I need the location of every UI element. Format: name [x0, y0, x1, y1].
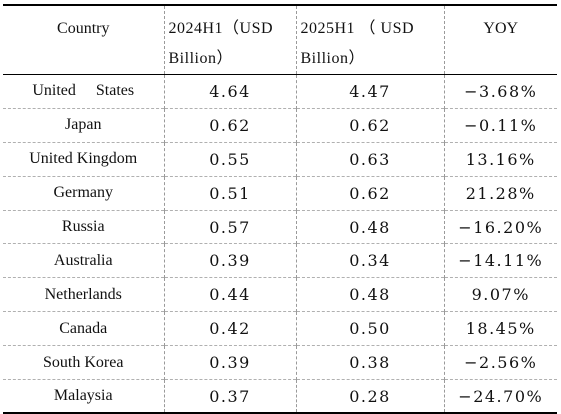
table-row: Australia 0.39 0.34 −14.11%: [3, 243, 557, 278]
table-row: Russia 0.57 0.48 −16.20%: [3, 209, 557, 244]
cell-2024h1: 0.39: [163, 243, 296, 278]
table-row: Canada 0.42 0.50 18.45%: [3, 311, 557, 346]
cell-2025h1: 0.62: [295, 107, 444, 143]
header-yoy: YOY: [443, 4, 557, 75]
table-body: United States 4.64 4.47 −3.68% Japan 0.62 0.62…: [3, 74, 557, 414]
header-row: Country 2024H1（USD Billion） 2025H1 （ USD…: [3, 4, 557, 75]
cell-country: United Kingdom: [3, 141, 164, 177]
cell-2025h1: 0.50: [295, 311, 444, 346]
cell-2024h1: 0.37: [163, 379, 296, 414]
cell-country: South Korea: [3, 345, 164, 380]
cell-2025h1: 0.48: [295, 277, 444, 312]
cell-2024h1: 0.42: [163, 311, 296, 346]
cell-2024h1: 4.64: [163, 74, 296, 109]
cell-2025h1: 0.38: [295, 345, 444, 380]
cell-country: Australia: [3, 243, 164, 278]
table-row: Japan 0.62 0.62 −0.11%: [3, 107, 557, 143]
cell-country: Malaysia: [3, 379, 164, 414]
cell-2025h1: 4.47: [295, 74, 444, 109]
table-row: United States 4.64 4.47 −3.68%: [3, 74, 557, 109]
cell-country: Canada: [3, 311, 164, 346]
table-row: Netherlands 0.44 0.48 9.07%: [3, 277, 557, 312]
cell-country: United States: [32, 82, 135, 100]
cell-2025h1: 0.34: [295, 243, 444, 278]
table-row: United Kingdom 0.55 0.63 13.16%: [3, 141, 557, 177]
header-country: Country: [3, 4, 164, 75]
cell-country: Netherlands: [3, 277, 164, 312]
cell-2025h1: 0.48: [295, 209, 444, 244]
cell-2024h1: 0.55: [163, 141, 296, 177]
header-2025h1: 2025H1 （ USD Billion）: [295, 4, 444, 75]
cell-yoy: 21.28%: [443, 175, 557, 211]
trade-table-container: Country 2024H1（USD Billion） 2025H1 （ USD…: [3, 4, 557, 414]
table-row: South Korea 0.39 0.38 −2.56%: [3, 345, 557, 380]
cell-yoy: −14.11%: [443, 243, 557, 278]
cell-yoy: −0.11%: [443, 107, 557, 143]
cell-2024h1: 0.57: [163, 209, 296, 244]
cell-yoy: −24.70%: [443, 379, 557, 414]
cell-2024h1: 0.44: [163, 277, 296, 312]
cell-2025h1: 0.62: [295, 175, 444, 211]
cell-2024h1: 0.62: [163, 107, 296, 143]
cell-yoy: −16.20%: [443, 209, 557, 244]
cell-yoy: 13.16%: [443, 141, 557, 177]
trade-table: Country 2024H1（USD Billion） 2025H1 （ USD…: [3, 4, 557, 414]
table-row: Malaysia 0.37 0.28 −24.70%: [3, 379, 557, 414]
cell-country: Japan: [3, 107, 164, 143]
cell-2024h1: 0.51: [163, 175, 296, 211]
cell-country: Russia: [3, 209, 164, 244]
cell-yoy: −2.56%: [443, 345, 557, 380]
cell-yoy: 18.45%: [443, 311, 557, 346]
header-2024h1: 2024H1（USD Billion）: [163, 4, 296, 75]
cell-2024h1: 0.39: [163, 345, 296, 380]
cell-country: Germany: [3, 175, 164, 211]
table-row: Germany 0.51 0.62 21.28%: [3, 175, 557, 211]
cell-2025h1: 0.28: [295, 379, 444, 414]
cell-yoy: 9.07%: [443, 277, 557, 312]
cell-2025h1: 0.63: [295, 141, 444, 177]
cell-yoy: −3.68%: [443, 74, 557, 109]
